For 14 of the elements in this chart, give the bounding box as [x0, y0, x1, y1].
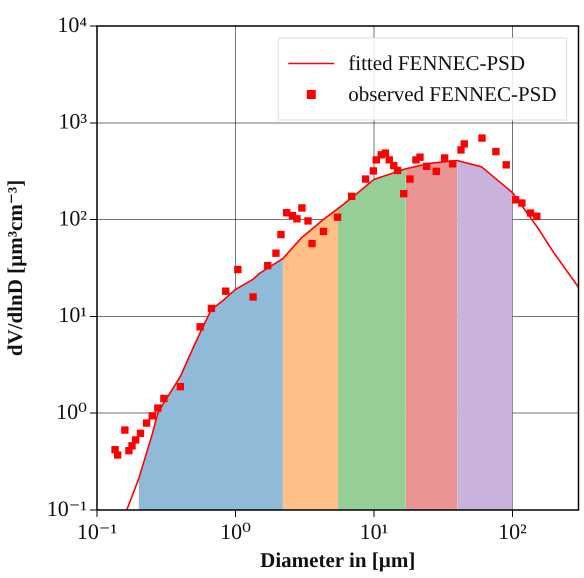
- x-tick-label: 10¹: [360, 518, 388, 544]
- y-tick-label: 10¹: [58, 302, 87, 328]
- x-tick-label: 10⁰: [220, 518, 252, 544]
- y-axis-title: dV/dlnD [µm³cm⁻³]: [3, 180, 28, 356]
- legend-label: fitted FENNEC-PSD: [348, 51, 526, 76]
- x-axis-title: Diameter in [µm]: [260, 548, 416, 572]
- y-tick-label: 10⁴: [57, 12, 88, 37]
- y-tick-label: 10⁰: [56, 398, 88, 424]
- y-tick-label: 10⁻¹: [46, 496, 87, 521]
- x-tick-label: 10²: [498, 518, 528, 544]
- x-tick-label: 10⁻¹: [76, 518, 118, 544]
- y-tick-label: 10²: [58, 205, 88, 230]
- legend-label: observed FENNEC-PSD: [348, 82, 557, 106]
- y-tick-label: 10³: [58, 108, 88, 134]
